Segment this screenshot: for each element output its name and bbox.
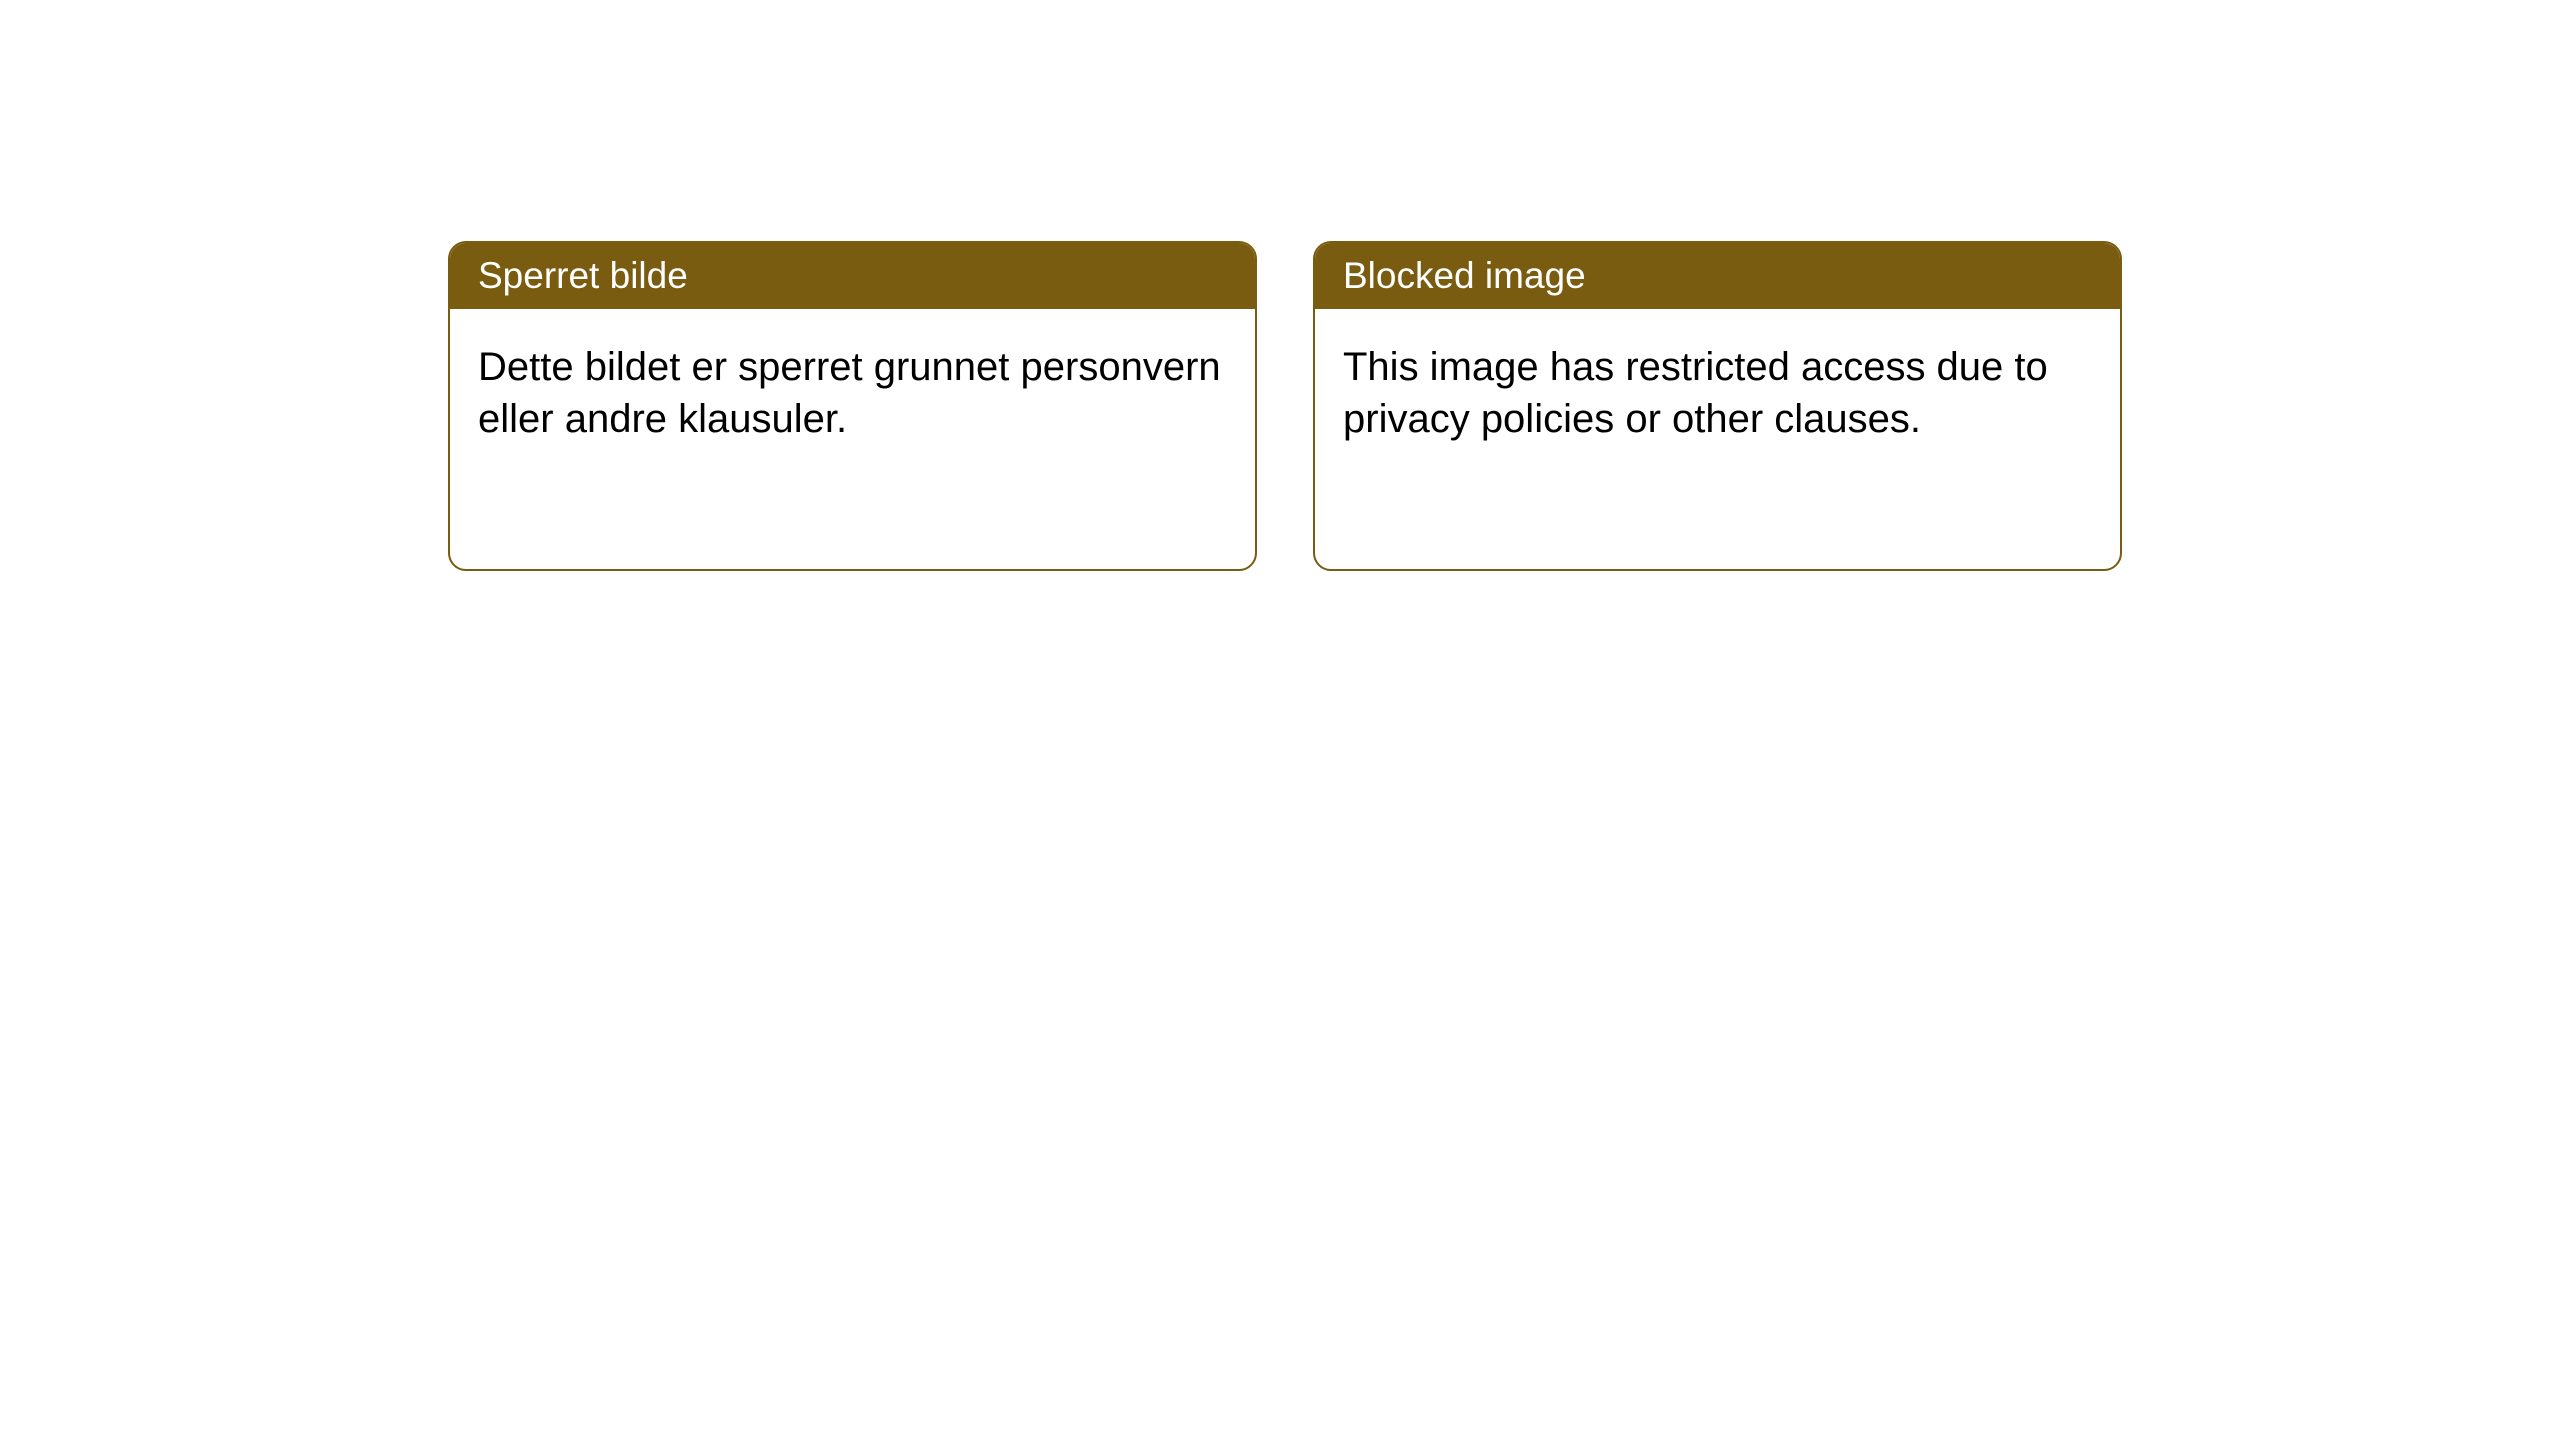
notice-header-text: Blocked image	[1343, 255, 1586, 296]
notice-body-text: This image has restricted access due to …	[1343, 341, 2092, 445]
notice-body: This image has restricted access due to …	[1315, 309, 2120, 569]
notice-header: Blocked image	[1315, 243, 2120, 309]
notice-header: Sperret bilde	[450, 243, 1255, 309]
notice-container: Sperret bilde Dette bildet er sperret gr…	[448, 241, 2122, 571]
notice-card-norwegian: Sperret bilde Dette bildet er sperret gr…	[448, 241, 1257, 571]
notice-card-english: Blocked image This image has restricted …	[1313, 241, 2122, 571]
notice-body-text: Dette bildet er sperret grunnet personve…	[478, 341, 1227, 445]
notice-header-text: Sperret bilde	[478, 255, 688, 296]
notice-body: Dette bildet er sperret grunnet personve…	[450, 309, 1255, 569]
